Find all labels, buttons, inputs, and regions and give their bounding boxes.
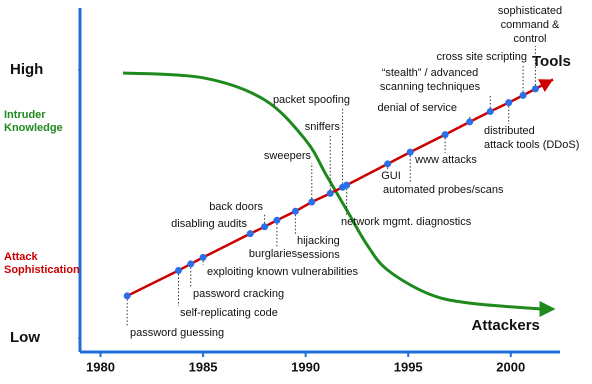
x-tick-label: 1995 (394, 359, 423, 374)
point-label: attack tools (DDoS) (484, 139, 579, 151)
point-label: control (513, 33, 546, 45)
point (486, 108, 494, 116)
line (126, 87, 536, 298)
end-label: Attackers (472, 317, 540, 334)
end-label: Tools (532, 53, 571, 70)
point (519, 91, 527, 99)
point-label: sniffers (305, 121, 341, 133)
point-label: disabling audits (171, 218, 247, 230)
point-label: burglaries (249, 248, 298, 260)
point (326, 189, 334, 197)
point-label: distributed (484, 125, 535, 137)
point (343, 181, 351, 189)
series-name: Intruder Knowledge (4, 109, 63, 134)
point (291, 207, 299, 215)
point (308, 198, 316, 206)
point-label: self-replicating code (180, 307, 278, 319)
arrowhead (538, 79, 554, 92)
point (384, 160, 392, 168)
point (187, 260, 195, 268)
point (199, 253, 207, 261)
series-name: Attack Sophistication (4, 251, 80, 276)
point-label: exploiting known vulnerabilities (207, 266, 359, 278)
point (273, 216, 281, 224)
point-label: network mgmt. diagnostics (341, 216, 472, 228)
point-label: www attacks (414, 154, 477, 166)
point (246, 230, 254, 238)
point-label: denial of service (378, 102, 458, 114)
arrowhead (539, 301, 556, 317)
x-tick-label: 1980 (86, 359, 115, 374)
point (505, 99, 513, 107)
point-label: hijacking (297, 235, 340, 247)
x-tick-label: 2000 (496, 359, 525, 374)
point-label: password guessing (130, 327, 224, 339)
point-label: sweepers (264, 150, 312, 162)
x-tick-label: 1985 (189, 359, 218, 374)
point-label: automated probes/scans (383, 184, 504, 196)
point-label: back doors (209, 201, 263, 213)
point-label: sophisticated (498, 5, 562, 17)
point (531, 85, 539, 93)
point-label: cross site scripting (437, 51, 527, 63)
point-label: “stealth” / advanced (382, 67, 479, 79)
point (123, 292, 131, 300)
point-label: password cracking (193, 288, 284, 300)
y-tick-label: High (10, 61, 43, 78)
point-label: packet spoofing (273, 94, 350, 106)
point-label: GUI (381, 170, 401, 182)
point (441, 131, 449, 139)
point (261, 223, 269, 231)
point-label: command & (501, 19, 560, 31)
x-tick-label: 1990 (291, 359, 320, 374)
point-label: sessions (297, 249, 340, 261)
point-label: scanning techniques (380, 81, 481, 93)
point (406, 148, 414, 156)
y-tick-label: Low (10, 329, 40, 346)
point (174, 266, 182, 274)
point (466, 118, 474, 126)
